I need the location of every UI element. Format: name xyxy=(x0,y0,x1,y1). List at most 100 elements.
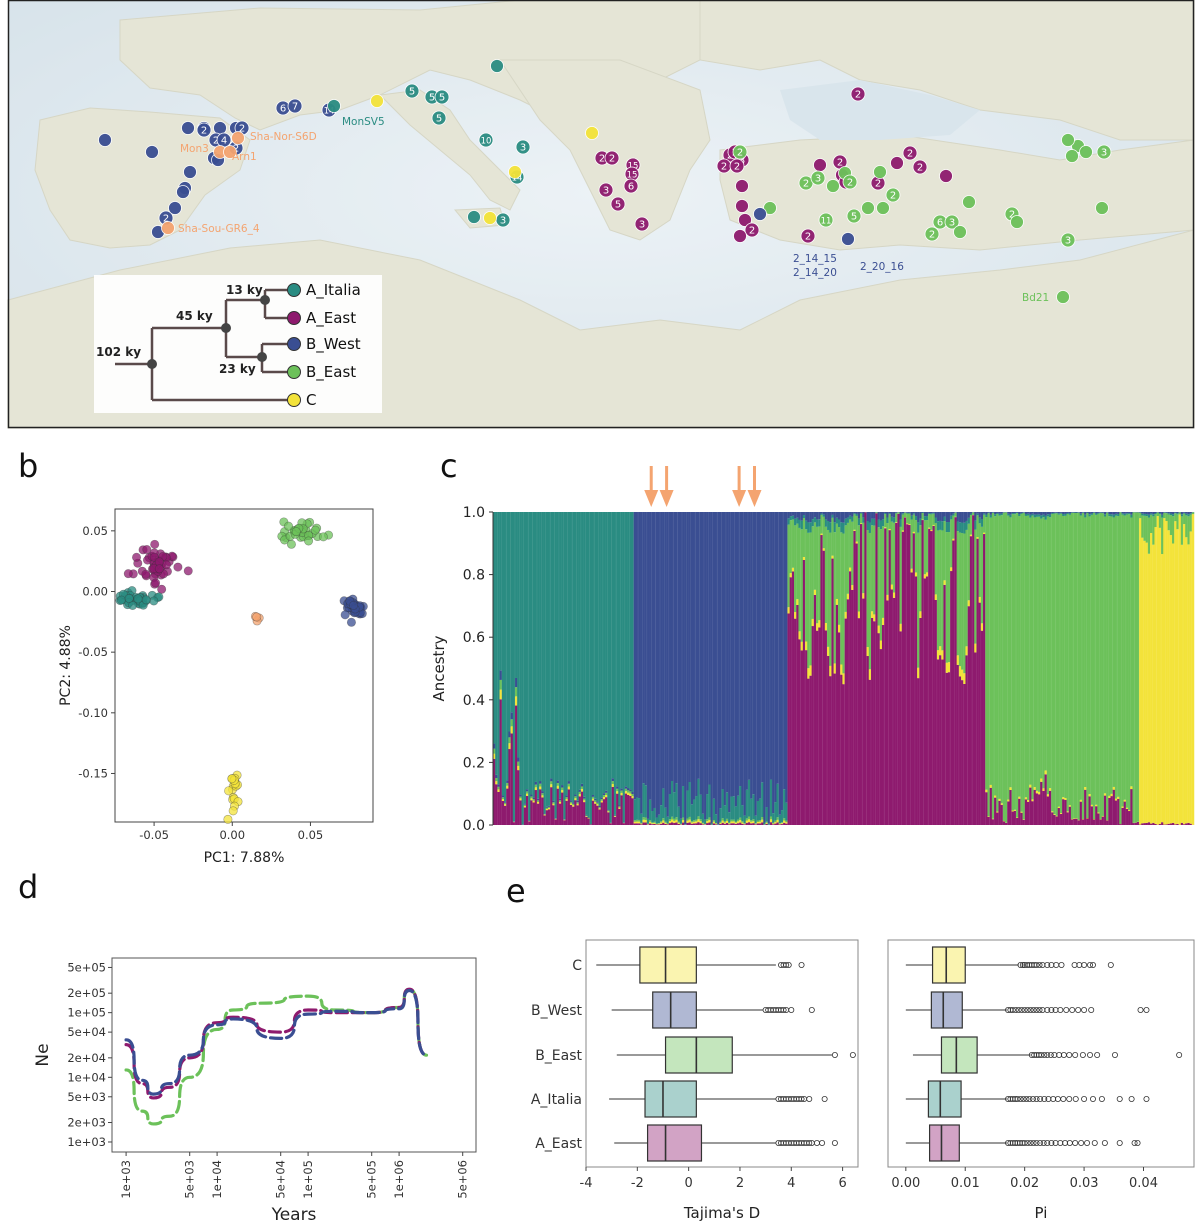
ancestry-bar-segment xyxy=(664,512,667,808)
ancestry-bar-segment xyxy=(1029,512,1032,515)
ancestry-bar-segment xyxy=(629,512,632,790)
ancestry-bar-segment xyxy=(541,791,544,794)
ancestry-bar-segment xyxy=(1066,512,1069,514)
ancestry-bar-segment xyxy=(750,823,753,825)
ancestry-bar-segment xyxy=(1020,811,1023,813)
ancestry-bar-segment xyxy=(908,512,911,514)
ancestry-bar-segment xyxy=(565,800,568,825)
ancestry-bar-segment xyxy=(943,516,946,522)
tree-tip-marker xyxy=(287,311,301,325)
ancestry-bar-segment xyxy=(530,800,533,825)
box-outlier xyxy=(1014,1096,1021,1103)
ancestry-bar-segment xyxy=(1062,797,1065,800)
ancestry-bar-segment xyxy=(884,513,887,515)
ancestry-bar-segment xyxy=(550,781,553,785)
ancestry-bar-segment xyxy=(598,512,601,806)
ancestry-bar-segment xyxy=(508,731,511,738)
pca-point xyxy=(115,595,125,605)
ancestry-bar-segment xyxy=(967,523,971,601)
pca-point xyxy=(252,616,262,626)
pca-point xyxy=(125,594,135,604)
ancestry-bar-segment xyxy=(739,786,742,818)
ancestry-bar-segment xyxy=(829,532,832,666)
ancestry-bar-segment xyxy=(576,512,579,801)
ancestry-bar-segment xyxy=(761,819,764,823)
ancestry-bar-segment xyxy=(827,529,830,647)
pca-point xyxy=(154,557,164,567)
box-outlier xyxy=(793,1096,800,1103)
ancestry-bar-segment xyxy=(919,518,922,526)
pca-point xyxy=(158,551,168,561)
ancestry-bar-segment xyxy=(925,516,929,521)
ancestry-bar-segment xyxy=(925,572,929,577)
ancestry-bar-segment xyxy=(633,823,637,825)
ancestry-bar-segment xyxy=(657,814,661,824)
ancestry-bar-segment xyxy=(978,596,982,603)
ancestry-bar-segment xyxy=(840,522,843,533)
ancestry-bar-segment xyxy=(789,577,793,825)
box-outlier xyxy=(1014,1140,1021,1147)
ancestry-bar-segment xyxy=(556,512,560,781)
ancestry-bar-segment xyxy=(1114,798,1118,801)
ancestry-bar-segment xyxy=(1002,821,1006,825)
ancestry-bar-segment xyxy=(829,665,832,677)
ancestry-bar-segment xyxy=(912,533,916,825)
map-point-b-west xyxy=(98,133,112,147)
ancestry-bar-segment xyxy=(530,798,533,801)
ancestry-bar-segment xyxy=(1112,512,1116,515)
ancestry-bar-segment xyxy=(596,805,599,825)
box-outlier xyxy=(1044,1140,1051,1147)
ancestry-bar-segment xyxy=(677,806,681,822)
ancestry-bar-segment xyxy=(974,643,977,653)
ancestry-bar-segment xyxy=(611,778,615,782)
ancestry-bar-segment xyxy=(519,796,522,799)
ancestry-bar-segment xyxy=(550,778,553,782)
ancestry-bar-segment xyxy=(552,805,555,825)
pca-point xyxy=(346,600,356,610)
ancestry-bar-segment xyxy=(677,823,681,825)
pca-point xyxy=(304,531,314,541)
ancestry-bar-segment xyxy=(1130,786,1133,790)
box-x-tick-label: 0.02 xyxy=(1010,1176,1039,1191)
ancestry-bar-segment xyxy=(1046,516,1050,795)
ancestry-bar-segment xyxy=(998,513,1001,516)
pca-point xyxy=(135,599,145,609)
ancestry-bar-segment xyxy=(912,512,916,514)
box-outlier xyxy=(1075,1007,1082,1014)
ancestry-bar-segment xyxy=(677,822,681,824)
box-outlier xyxy=(1045,1096,1052,1103)
ancestry-bar-segment xyxy=(868,522,872,533)
pca-point xyxy=(132,552,142,562)
box-outlier xyxy=(762,1007,769,1014)
pca-point xyxy=(233,797,243,807)
ancestry-bar-segment xyxy=(1020,512,1023,513)
ancestry-bar-segment xyxy=(789,573,793,578)
ancestry-bar-segment xyxy=(925,512,929,517)
ancestry-bar-segment xyxy=(752,794,755,820)
ancestry-bar-segment xyxy=(1084,517,1087,788)
ancestry-bar-segment xyxy=(640,823,643,825)
ancestry-bar-segment xyxy=(1176,514,1179,530)
ancestry-bar-segment xyxy=(493,743,496,749)
box-outlier xyxy=(1017,962,1024,969)
ancestry-bar-segment xyxy=(1018,514,1021,517)
ancestry-bar-segment xyxy=(796,523,799,600)
ancestry-bar-segment xyxy=(1046,512,1050,515)
ancestry-y-tick-label: 0.2 xyxy=(463,755,485,771)
ancestry-bar-segment xyxy=(534,512,538,782)
ancestry-bar-segment xyxy=(1147,512,1151,515)
ancestry-bar-segment xyxy=(807,668,810,679)
ancestry-bar-segment xyxy=(723,822,727,824)
ancestry-bar-segment xyxy=(789,520,793,574)
box-outlier xyxy=(1009,1096,1016,1103)
ancestry-bar-segment xyxy=(605,797,608,825)
ancestry-bar-segment xyxy=(708,784,711,818)
ancestry-bar-segment xyxy=(1016,512,1019,514)
ancestry-bar-segment xyxy=(506,782,509,786)
box-outlier xyxy=(1087,1052,1094,1059)
ancestry-bar-segment xyxy=(660,512,663,806)
ancestry-bar-segment xyxy=(1150,823,1153,825)
ne-y-tick-label: 1e+03 xyxy=(67,1135,106,1149)
ancestry-bar-segment xyxy=(1066,512,1069,513)
pca-point xyxy=(345,596,355,606)
